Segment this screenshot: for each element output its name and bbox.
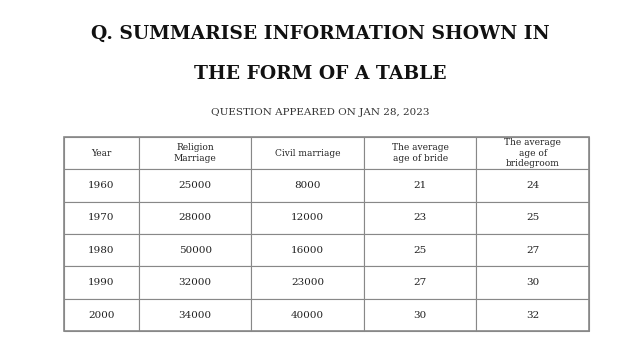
Text: 25: 25 — [526, 213, 539, 222]
Text: YUNO: YUNO — [303, 338, 337, 347]
Text: 1970: 1970 — [88, 213, 115, 222]
Text: The average
age of
bridegroom: The average age of bridegroom — [504, 138, 561, 168]
Text: 30: 30 — [413, 310, 427, 320]
Text: Q. SUMMARISE INFORMATION SHOWN IN: Q. SUMMARISE INFORMATION SHOWN IN — [91, 25, 549, 43]
Text: 8000: 8000 — [294, 181, 321, 190]
Text: 1980: 1980 — [88, 246, 115, 255]
Text: 21: 21 — [413, 181, 427, 190]
Text: Civil marriage: Civil marriage — [275, 149, 340, 158]
Text: Religion
Marriage: Religion Marriage — [174, 143, 216, 163]
Text: 25000: 25000 — [179, 181, 212, 190]
Text: 23: 23 — [413, 213, 427, 222]
Text: 32000: 32000 — [179, 278, 212, 287]
Text: QUESTION APPEARED ON JAN 28, 2023: QUESTION APPEARED ON JAN 28, 2023 — [211, 108, 429, 117]
Text: 50000: 50000 — [179, 246, 212, 255]
Text: 40000: 40000 — [291, 310, 324, 320]
Text: 12000: 12000 — [291, 213, 324, 222]
Text: 23000: 23000 — [291, 278, 324, 287]
Text: 34000: 34000 — [179, 310, 212, 320]
Text: 24: 24 — [526, 181, 539, 190]
Text: 16000: 16000 — [291, 246, 324, 255]
Text: Year: Year — [92, 149, 111, 158]
Text: 25: 25 — [413, 246, 427, 255]
Text: 32: 32 — [526, 310, 539, 320]
Text: 30: 30 — [526, 278, 539, 287]
Text: 27: 27 — [526, 246, 539, 255]
Text: 1960: 1960 — [88, 181, 115, 190]
Text: The average
age of bride: The average age of bride — [392, 143, 449, 163]
Text: 2000: 2000 — [88, 310, 115, 320]
Text: 27: 27 — [413, 278, 427, 287]
Text: 28000: 28000 — [179, 213, 212, 222]
Text: 1990: 1990 — [88, 278, 115, 287]
Text: THE FORM OF A TABLE: THE FORM OF A TABLE — [194, 65, 446, 83]
